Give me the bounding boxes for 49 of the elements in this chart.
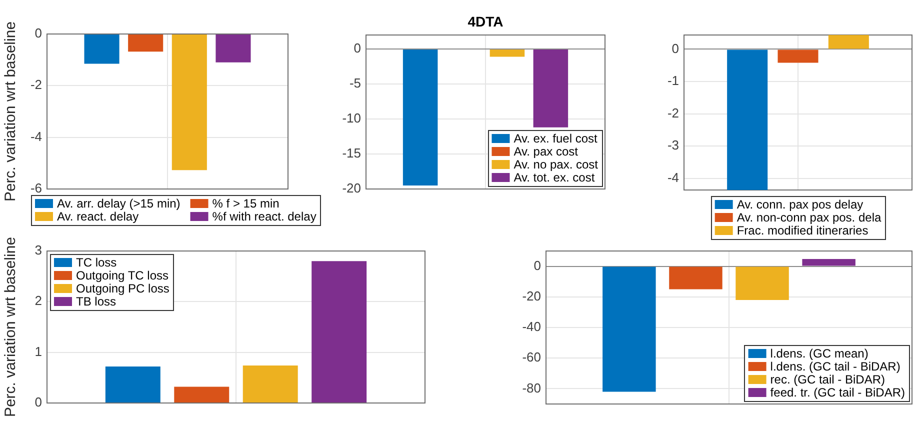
legend-label: Av. ex. fuel cost xyxy=(514,131,598,146)
y-tick-label: -60 xyxy=(522,350,541,365)
bar xyxy=(242,366,298,402)
chart-title: 4DTA xyxy=(468,13,504,30)
y-tick-label: -10 xyxy=(342,110,361,126)
y-tick-label: -3 xyxy=(667,138,679,153)
legend-label: %f with react. delay xyxy=(212,209,316,224)
y-tick-label: 0 xyxy=(34,394,42,410)
legend-label: l.dens. (GC mean) xyxy=(770,346,868,360)
y-tick-label: -1 xyxy=(667,73,679,88)
y-tick-label: -20 xyxy=(342,180,361,196)
legend-label: Av. pax cost xyxy=(514,144,579,158)
y-tick-label: -2 xyxy=(30,77,42,92)
legend-label: Av. conn. pax pos delay xyxy=(736,197,864,212)
legend-label: Av. non-conn pax pos. dela xyxy=(736,210,882,224)
y-tick-label: 0 xyxy=(34,26,42,41)
y-axis-title: Perc. variation wrt baseline xyxy=(2,21,20,202)
legend-label: Av. no pax. cost xyxy=(514,157,599,172)
legend-label: Av. react. delay xyxy=(57,209,139,224)
y-tick-label: -2 xyxy=(667,105,679,120)
y-tick-label: -4 xyxy=(667,170,679,185)
legend-label: rec. (GC tail - BiDAR) xyxy=(770,372,885,386)
y-tick-label: 1 xyxy=(34,344,42,359)
bar xyxy=(312,261,367,402)
legend-label: Outgoing TC loss xyxy=(76,268,168,282)
y-tick-label: 0 xyxy=(354,40,361,56)
legend-label: Av. tot. ex. cost xyxy=(514,170,596,184)
bar xyxy=(105,366,160,402)
legend-label: Frac. modified itineraries xyxy=(736,223,868,238)
y-tick-label: 2 xyxy=(34,293,42,308)
y-tick-label: -6 xyxy=(30,180,42,196)
y-tick-label: -40 xyxy=(522,319,541,334)
y-axis-title: Perc. variation wrt baseline xyxy=(2,236,20,418)
bar xyxy=(174,386,230,402)
legend-label: Av. arr. delay (>15 min) xyxy=(57,196,180,210)
legend-label: % f > 15 min xyxy=(212,196,280,210)
y-tick-label: -4 xyxy=(30,128,42,144)
y-tick-label: -80 xyxy=(522,380,541,396)
legend-label: l.dens. (GC tail - BiDAR) xyxy=(770,359,900,374)
y-tick-label: 3 xyxy=(34,242,42,258)
legend-label: TB loss xyxy=(76,294,116,308)
legend-label: Outgoing PC loss xyxy=(76,281,170,296)
legend-label: TC loss xyxy=(76,255,117,270)
y-tick-label: 0 xyxy=(672,40,679,56)
legend-label: feed. tr. (GC tail - BiDAR) xyxy=(770,385,906,400)
y-tick-label: -20 xyxy=(522,288,541,304)
y-tick-label: 0 xyxy=(534,258,541,273)
y-tick-label: -15 xyxy=(342,146,361,161)
y-tick-label: -5 xyxy=(349,76,361,91)
